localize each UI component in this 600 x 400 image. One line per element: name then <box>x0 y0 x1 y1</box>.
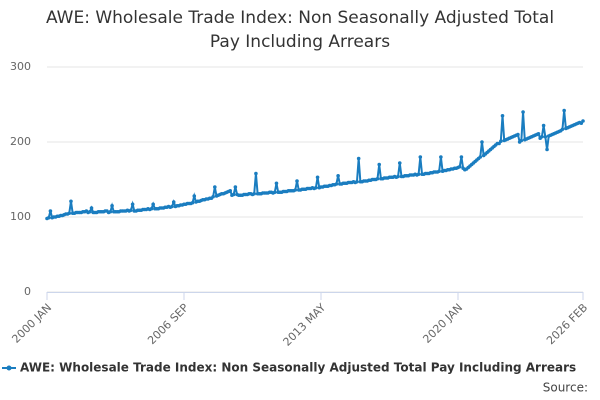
data-point <box>293 188 298 192</box>
data-point <box>545 147 549 152</box>
data-point <box>211 194 215 199</box>
data-point <box>356 156 361 161</box>
data-point <box>377 162 382 167</box>
data-point <box>130 202 135 207</box>
data-point <box>459 155 464 159</box>
data-point <box>88 209 92 214</box>
data-point <box>519 138 524 143</box>
data-point <box>516 132 520 137</box>
data-point <box>536 131 541 136</box>
data-point <box>213 185 217 189</box>
data-point <box>170 204 174 209</box>
data-point <box>478 155 483 159</box>
data-point <box>69 199 73 204</box>
data-point <box>110 203 114 208</box>
data-point <box>89 206 94 210</box>
legend-label: AWE: Wholesale Trade Index: Non Seasonal… <box>20 361 576 375</box>
data-point <box>543 134 548 139</box>
data-point <box>46 215 51 220</box>
data-point <box>560 127 565 132</box>
data-point <box>334 182 339 186</box>
data-point <box>396 174 400 179</box>
x-tick-label: 2013 MAY <box>281 301 329 349</box>
data-point <box>233 185 238 189</box>
data-point <box>190 200 195 205</box>
data-point <box>151 202 155 207</box>
data-point <box>314 185 318 190</box>
data-point <box>499 139 503 144</box>
data-point <box>541 123 546 128</box>
data-point <box>397 161 402 165</box>
data-point <box>457 164 462 169</box>
legend-marker <box>6 365 12 371</box>
data-point <box>562 108 566 113</box>
data-point <box>272 190 277 195</box>
data-point <box>439 155 443 159</box>
data-point <box>171 200 176 204</box>
data-point <box>315 175 320 180</box>
x-tick-label: 2020 JAN <box>420 301 465 346</box>
data-point <box>500 113 505 118</box>
data-point <box>581 119 585 123</box>
data-point <box>254 171 258 176</box>
data-point <box>418 155 423 159</box>
series-line <box>46 110 584 220</box>
data-point <box>540 134 544 139</box>
data-point <box>355 179 359 184</box>
data-point <box>295 179 299 183</box>
x-tick-label: 2000 JAN <box>9 301 54 346</box>
data-point <box>375 176 380 181</box>
y-tick-label: 200 <box>10 135 31 148</box>
x-tick-label: 2026 FEB <box>544 301 590 347</box>
data-point <box>192 194 197 198</box>
y-tick-label: 100 <box>10 210 31 223</box>
data-point <box>437 169 441 174</box>
data-point <box>521 110 525 114</box>
data-point <box>416 172 421 177</box>
data-point <box>48 209 53 213</box>
chart-title: AWE: Wholesale Trade Index: Non Seasonal… <box>45 8 555 52</box>
data-point <box>67 211 72 216</box>
x-tick-label: 2006 SEP <box>145 301 191 347</box>
data-point <box>336 173 340 178</box>
data-point <box>129 208 133 213</box>
y-tick-label: 0 <box>24 285 31 298</box>
source: Source: <box>543 381 588 395</box>
data-point <box>480 140 484 144</box>
data-point <box>108 209 113 214</box>
data-point <box>252 191 257 196</box>
data-point <box>149 206 154 211</box>
data-point <box>231 192 236 197</box>
data-point <box>274 181 279 186</box>
data-point <box>228 188 233 193</box>
y-tick-label: 300 <box>10 60 31 73</box>
